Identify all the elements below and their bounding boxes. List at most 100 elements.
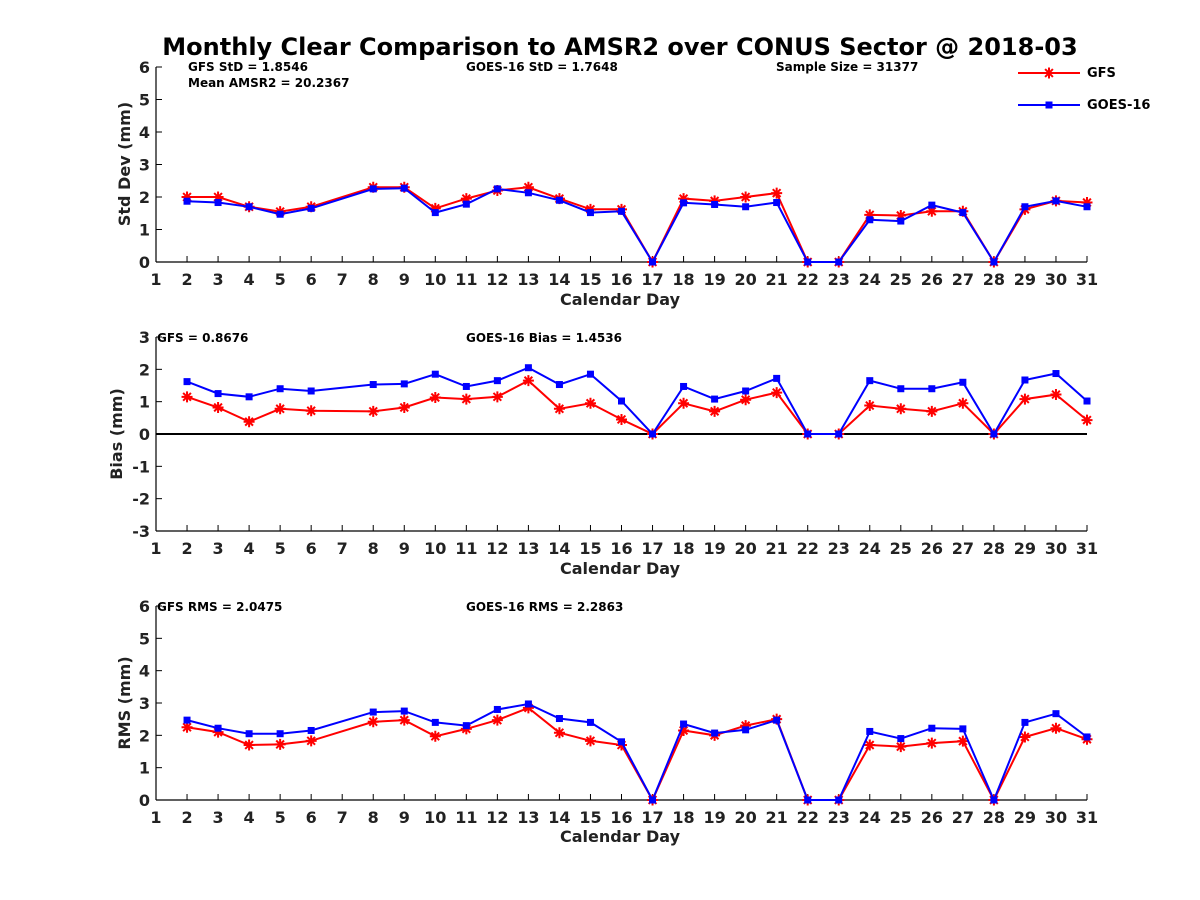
bias-gfs-point [1081, 414, 1093, 426]
rms-goes-16-point [214, 724, 222, 732]
bias-gfs-point [243, 416, 255, 428]
std-dev-xtick-label: 13 [517, 270, 539, 289]
bias-xtick-label: 28 [983, 539, 1005, 558]
rms-gfs-point [1019, 731, 1031, 743]
std-dev-xtick-label: 31 [1076, 270, 1098, 289]
rms-xtick-label: 2 [181, 808, 192, 827]
std-dev-ytick-label: 2 [139, 188, 150, 207]
bias-goes-16-point [555, 381, 563, 389]
std-dev-gfs-point [522, 181, 534, 193]
std-dev-xlabel: Calendar Day [560, 290, 681, 309]
rms-ylabel: RMS (mm) [115, 656, 134, 749]
std-dev-gfs-point [895, 210, 907, 222]
rms-xtick-label: 16 [610, 808, 632, 827]
bias-ytick-label: 3 [139, 328, 150, 347]
std-dev-gfs-point [864, 209, 876, 221]
std-dev-goes-16-point [990, 258, 998, 266]
rms-xtick-label: 19 [703, 808, 725, 827]
bias-goes-16-point [369, 381, 377, 389]
bias-gfs-point [212, 401, 224, 413]
bias-ylabel: Bias (mm) [107, 388, 126, 480]
std-dev-xtick-label: 9 [399, 270, 410, 289]
std-dev-gfs-point [460, 193, 472, 205]
bias-gfs-point [274, 403, 286, 415]
std-dev-goes-16-point [493, 185, 501, 193]
rms-goes-16-point [400, 707, 408, 715]
std-dev-xtick-label: 23 [828, 270, 850, 289]
rms-xtick-label: 20 [735, 808, 757, 827]
bias-xtick-label: 12 [486, 539, 508, 558]
bias-gfs-point [957, 397, 969, 409]
rms-gfs-point [584, 735, 596, 747]
bias-xtick-label: 24 [859, 539, 881, 558]
std-dev-xtick-label: 16 [610, 270, 632, 289]
std-dev-gfs-point [771, 187, 783, 199]
figure-title: Monthly Clear Comparison to AMSR2 over C… [162, 33, 1077, 61]
std-dev-gfs-point [740, 191, 752, 203]
bias-goes-16-point [649, 430, 657, 438]
std-dev-goes-16-point [183, 197, 191, 205]
bias-xtick-label: 16 [610, 539, 632, 558]
bias-gfs-point [926, 405, 938, 417]
rms-ytick-label: 1 [139, 759, 150, 778]
bias-gfs-point [771, 387, 783, 399]
bias-goes-16-point [1021, 376, 1029, 384]
gfs-bias-annotation: GFS = 0.8676 [157, 331, 248, 345]
std-dev-ytick-label: 6 [139, 58, 150, 77]
rms-gfs-point [212, 726, 224, 738]
bias-goes-16-point [866, 377, 874, 385]
std-dev-gfs-point [429, 202, 441, 214]
rms-xtick-label: 14 [548, 808, 570, 827]
std-dev-xtick-label: 6 [306, 270, 317, 289]
rms-goes-16-point [773, 716, 781, 724]
bias-goes-16-point [680, 382, 688, 390]
bias-gfs-point [740, 394, 752, 406]
bias-xtick-label: 29 [1014, 539, 1036, 558]
rms-goes-16-point [990, 796, 998, 804]
rms-xtick-label: 13 [517, 808, 539, 827]
rms-xtick-label: 23 [828, 808, 850, 827]
rms-goes-16-point [586, 718, 594, 726]
bias-xtick-label: 2 [181, 539, 192, 558]
rms-gfs-point [740, 720, 752, 732]
bias-xtick-label: 17 [641, 539, 663, 558]
std-dev-gfs-point [212, 191, 224, 203]
goes16-std-annotation: GOES-16 StD = 1.7648 [466, 60, 618, 74]
std-dev-xtick-label: 8 [368, 270, 379, 289]
std-dev-goes-16-point [773, 199, 781, 207]
bias-xtick-label: 20 [735, 539, 757, 558]
std-dev-goes-16-point [835, 258, 843, 266]
bias-ytick-label: 0 [139, 425, 150, 444]
std-dev-gfs-point [678, 193, 690, 205]
bias-xtick-label: 7 [337, 539, 348, 558]
bias-ytick-label: 1 [139, 393, 150, 412]
bias-xtick-label: 27 [952, 539, 974, 558]
std-dev-goes-16-point [462, 200, 470, 208]
std-dev-xtick-label: 3 [212, 270, 223, 289]
rms-goes-16-point [928, 724, 936, 732]
rms-xtick-label: 28 [983, 808, 1005, 827]
rms-gfs-point [398, 714, 410, 726]
std-dev-xtick-label: 7 [337, 270, 348, 289]
rms-goes-16-point [276, 730, 284, 738]
bias-xtick-label: 3 [212, 539, 223, 558]
gfs-std-annotation: GFS StD = 1.8546 [188, 60, 308, 74]
std-dev-xtick-label: 18 [672, 270, 694, 289]
bias-goes-16-point [742, 387, 750, 395]
std-dev-xtick-label: 26 [921, 270, 943, 289]
bias-xtick-label: 8 [368, 539, 379, 558]
rms-goes-16-point [649, 796, 657, 804]
rms-gfs-point [305, 735, 317, 747]
rms-xtick-label: 12 [486, 808, 508, 827]
std-dev-xtick-label: 11 [455, 270, 477, 289]
bias-xlabel: Calendar Day [560, 559, 681, 578]
std-dev-goes-16-point [555, 196, 563, 204]
std-dev-xtick-label: 17 [641, 270, 663, 289]
std-dev-goes-16-point [431, 209, 439, 217]
bias-xtick-label: 13 [517, 539, 539, 558]
bias-goes-16-point [462, 382, 470, 390]
rms-ytick-label: 6 [139, 597, 150, 616]
std-dev-xtick-label: 24 [859, 270, 881, 289]
std-dev-goes-16-point [245, 203, 253, 211]
bias-panel: 1 2 3 4 5 6 7 8 9 10 11 12 13 14 15 16 17 18 19 20 21 22 23 24 2… [107, 328, 1098, 578]
